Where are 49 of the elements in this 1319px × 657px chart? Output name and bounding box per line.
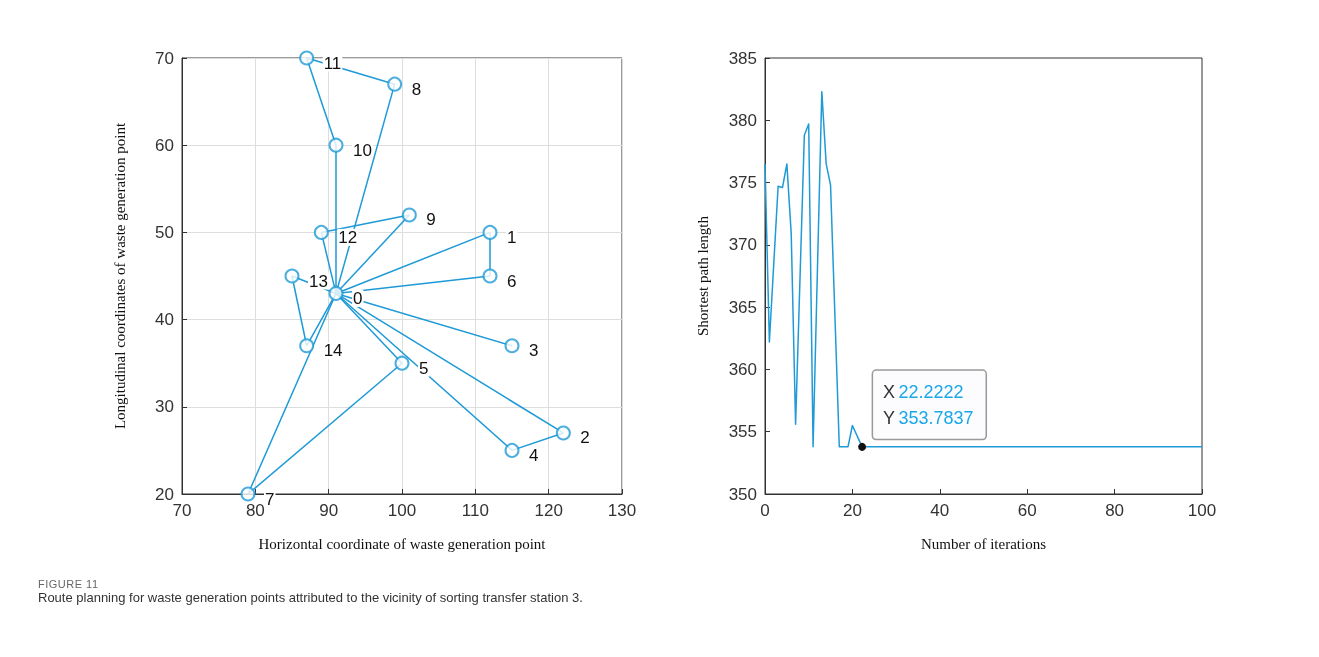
x-tick-label: 80 bbox=[245, 501, 265, 520]
y-tick-label: 50 bbox=[155, 222, 174, 242]
annotation: 13 bbox=[309, 271, 328, 291]
annotation: 14 bbox=[323, 341, 343, 361]
x-tick-label: 60 bbox=[1017, 501, 1037, 520]
annotation: X 22.2222 Y 353.7837 bbox=[883, 381, 974, 428]
x-tick-label: 130 bbox=[607, 501, 637, 520]
annotation: 2 bbox=[580, 428, 590, 448]
x-tick-label: 90 bbox=[319, 501, 339, 520]
annotation: 1 bbox=[507, 227, 517, 247]
y-tick-label: 40 bbox=[155, 310, 174, 330]
caption: FIGURE 11 bbox=[38, 578, 100, 590]
x-tick-label: 80 bbox=[1105, 501, 1125, 520]
y-tick-label: 365 bbox=[728, 297, 757, 317]
x-tick-label: 40 bbox=[930, 501, 950, 520]
annotation: 3 bbox=[529, 341, 539, 361]
annotation: 12 bbox=[338, 227, 358, 247]
x-tick-label: 70 bbox=[172, 501, 192, 520]
y-tick-label: 360 bbox=[728, 359, 757, 379]
x-tick-label: 110 bbox=[461, 501, 489, 520]
annotation: 5 bbox=[419, 358, 429, 378]
x-tick-label: 0 bbox=[760, 501, 770, 520]
y-tick-label: 380 bbox=[728, 110, 757, 130]
y-tick-label: 355 bbox=[728, 422, 757, 442]
y-tick-label: 375 bbox=[728, 173, 757, 193]
annotation: 4 bbox=[529, 445, 539, 465]
x-tick-label: 100 bbox=[387, 501, 417, 520]
annotation: 7 bbox=[265, 489, 275, 509]
y-axis-title: Longitudinal coordinates of waste generation point bbox=[111, 122, 128, 430]
x-axis-title: Number of iterations bbox=[921, 535, 1047, 552]
y-tick-label: 20 bbox=[155, 484, 174, 504]
x-tick-label: 120 bbox=[534, 501, 563, 520]
y-tick-label: 370 bbox=[728, 235, 757, 255]
annotation: 9 bbox=[426, 210, 436, 230]
y-tick-label: 60 bbox=[155, 135, 174, 155]
annotation: 6 bbox=[507, 271, 517, 291]
annotation: 0 bbox=[353, 288, 363, 308]
text: Route planning for waste generation points attributed to the vicinity of sorting transfer station 3. bbox=[38, 590, 583, 605]
x-tick-label: 100 bbox=[1187, 501, 1217, 520]
annotation: 11 bbox=[323, 53, 342, 73]
annotation: 8 bbox=[411, 79, 422, 99]
x-axis-title: Horizontal coordinate of waste generation point bbox=[258, 535, 547, 552]
y-axis-title: Shortest path length bbox=[694, 215, 711, 336]
y-tick-label: 70 bbox=[155, 48, 174, 68]
annotation: 10 bbox=[353, 140, 372, 160]
y-tick-label: 30 bbox=[155, 397, 174, 417]
y-tick-label: 350 bbox=[728, 484, 757, 504]
x-tick-label: 20 bbox=[842, 501, 862, 520]
y-tick-label: 385 bbox=[728, 48, 757, 68]
